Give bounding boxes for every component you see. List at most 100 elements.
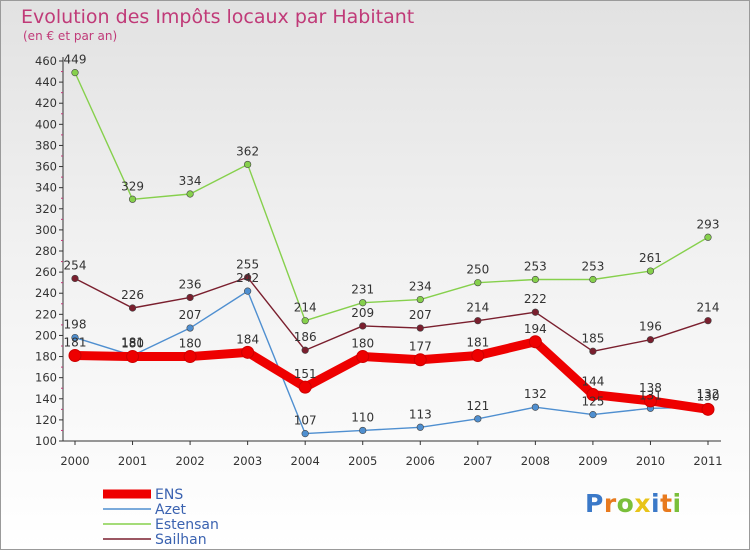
axes: 100 120 140 160 180 200 220 240 260 280 300 320 340 3… bbox=[35, 54, 723, 468]
chart-title: Evolution des Impôts locaux par Habitant bbox=[21, 6, 414, 28]
data-label-estensan: 231 bbox=[351, 283, 374, 297]
logo-letter: i bbox=[672, 489, 682, 518]
proxiti-logo: Proxiti bbox=[585, 489, 682, 518]
data-point-estensan bbox=[244, 160, 252, 169]
data-label-azet: 242 bbox=[236, 271, 259, 285]
data-label-estensan: 253 bbox=[581, 260, 604, 274]
data-point-sailhan bbox=[589, 347, 597, 355]
y-tick-label: 100 bbox=[35, 434, 57, 448]
series-line-estensan bbox=[74, 71, 709, 322]
data-label-azet: 125 bbox=[581, 395, 604, 409]
data-label-sailhan: 226 bbox=[121, 288, 144, 302]
data-point-estensan bbox=[704, 233, 712, 241]
data-point-azet bbox=[589, 411, 597, 419]
data-label-estensan: 253 bbox=[524, 260, 547, 274]
x-tick-label: 2010 bbox=[636, 454, 665, 468]
logo-letter: r bbox=[603, 489, 617, 518]
data-point-ens bbox=[471, 349, 485, 362]
data-point-estensan bbox=[71, 69, 79, 77]
y-tick-label: 400 bbox=[35, 117, 57, 131]
data-label-ens: 130 bbox=[697, 389, 720, 403]
data-label-estensan: 362 bbox=[236, 144, 259, 158]
data-point-sailhan bbox=[186, 293, 194, 302]
y-tick-label: 380 bbox=[35, 138, 57, 152]
data-point-sailhan bbox=[474, 317, 482, 325]
x-tick-label: 2006 bbox=[406, 454, 435, 468]
data-label-azet: 107 bbox=[294, 414, 317, 428]
data-label-azet: 132 bbox=[697, 387, 720, 401]
data-label-ens: 138 bbox=[639, 381, 662, 395]
data-label-azet: 110 bbox=[351, 410, 374, 424]
y-tick-label: 420 bbox=[35, 96, 57, 110]
data-label-sailhan: 236 bbox=[179, 277, 202, 291]
data-point-azet bbox=[359, 426, 367, 435]
y-tick-label: 460 bbox=[35, 54, 57, 68]
data-point-ens bbox=[528, 335, 542, 349]
data-point-sailhan bbox=[301, 346, 309, 354]
y-tick-label: 220 bbox=[35, 307, 57, 321]
data-label-ens: 144 bbox=[581, 375, 604, 389]
data-label-estensan: 250 bbox=[466, 263, 489, 277]
data-point-estensan bbox=[646, 267, 655, 275]
y-tick-label: 260 bbox=[35, 265, 57, 279]
data-label-ens: 177 bbox=[409, 340, 432, 354]
data-label-estensan: 214 bbox=[294, 301, 317, 315]
data-point-azet bbox=[244, 287, 252, 295]
data-label-ens: 181 bbox=[64, 336, 87, 350]
y-tick-label: 280 bbox=[35, 244, 57, 258]
data-label-estensan: 293 bbox=[697, 217, 720, 231]
data-label-sailhan: 185 bbox=[581, 331, 604, 345]
y-tick-label: 120 bbox=[35, 413, 57, 427]
data-point-sailhan bbox=[416, 324, 424, 332]
data-label-sailhan: 214 bbox=[466, 301, 489, 315]
data-label-azet: 132 bbox=[524, 387, 547, 401]
data-label-azet: 198 bbox=[64, 318, 87, 332]
data-point-estensan bbox=[301, 317, 309, 325]
data-label-sailhan: 214 bbox=[697, 301, 720, 315]
data-label-sailhan: 254 bbox=[64, 258, 87, 272]
data-point-sailhan bbox=[244, 273, 252, 281]
data-point-estensan bbox=[589, 275, 597, 284]
series-line-ens bbox=[70, 337, 713, 414]
data-label-azet: 207 bbox=[179, 308, 202, 322]
data-label-estensan: 334 bbox=[179, 174, 202, 188]
data-label-sailhan: 196 bbox=[639, 320, 662, 334]
legend-label-estensan: Estensan bbox=[155, 517, 219, 533]
y-tick-label: 440 bbox=[35, 75, 57, 89]
data-point-azet bbox=[474, 415, 482, 423]
data-point-ens bbox=[701, 402, 715, 416]
data-point-sailhan bbox=[128, 304, 137, 312]
x-tick-label: 2002 bbox=[175, 454, 204, 468]
data-point-ens bbox=[241, 345, 255, 359]
data-point-sailhan bbox=[531, 308, 539, 316]
data-point-azet bbox=[301, 430, 309, 438]
data-point-ens bbox=[643, 394, 657, 408]
data-label-ens: 180 bbox=[121, 337, 144, 351]
data-label-ens: 180 bbox=[179, 337, 202, 351]
data-point-sailhan bbox=[359, 322, 367, 330]
data-point-estensan bbox=[128, 195, 137, 203]
series-layer bbox=[68, 69, 715, 438]
data-point-azet bbox=[186, 324, 194, 332]
data-point-estensan bbox=[186, 190, 194, 198]
x-tick-label: 2004 bbox=[291, 454, 320, 468]
y-tick-label: 360 bbox=[35, 160, 57, 174]
y-tick-label: 300 bbox=[35, 223, 57, 237]
x-tick-label: 2003 bbox=[233, 454, 262, 468]
data-label-azet: 113 bbox=[409, 407, 432, 421]
data-point-ens bbox=[298, 380, 312, 394]
data-label-ens: 184 bbox=[236, 332, 259, 346]
y-tick-label: 240 bbox=[35, 286, 57, 300]
data-point-estensan bbox=[359, 299, 367, 307]
data-label-sailhan: 207 bbox=[409, 308, 432, 322]
data-label-azet: 131 bbox=[639, 388, 662, 402]
data-label-ens: 194 bbox=[524, 322, 547, 336]
logo-letter: o bbox=[616, 489, 635, 518]
data-point-sailhan bbox=[646, 336, 655, 344]
data-point-ens bbox=[586, 388, 600, 402]
data-labels: 198 181 207 242 107 110 113 121 132 125 131 132 449 3… bbox=[64, 53, 720, 428]
logo-letter: P bbox=[585, 489, 604, 518]
data-label-sailhan: 209 bbox=[351, 306, 374, 320]
